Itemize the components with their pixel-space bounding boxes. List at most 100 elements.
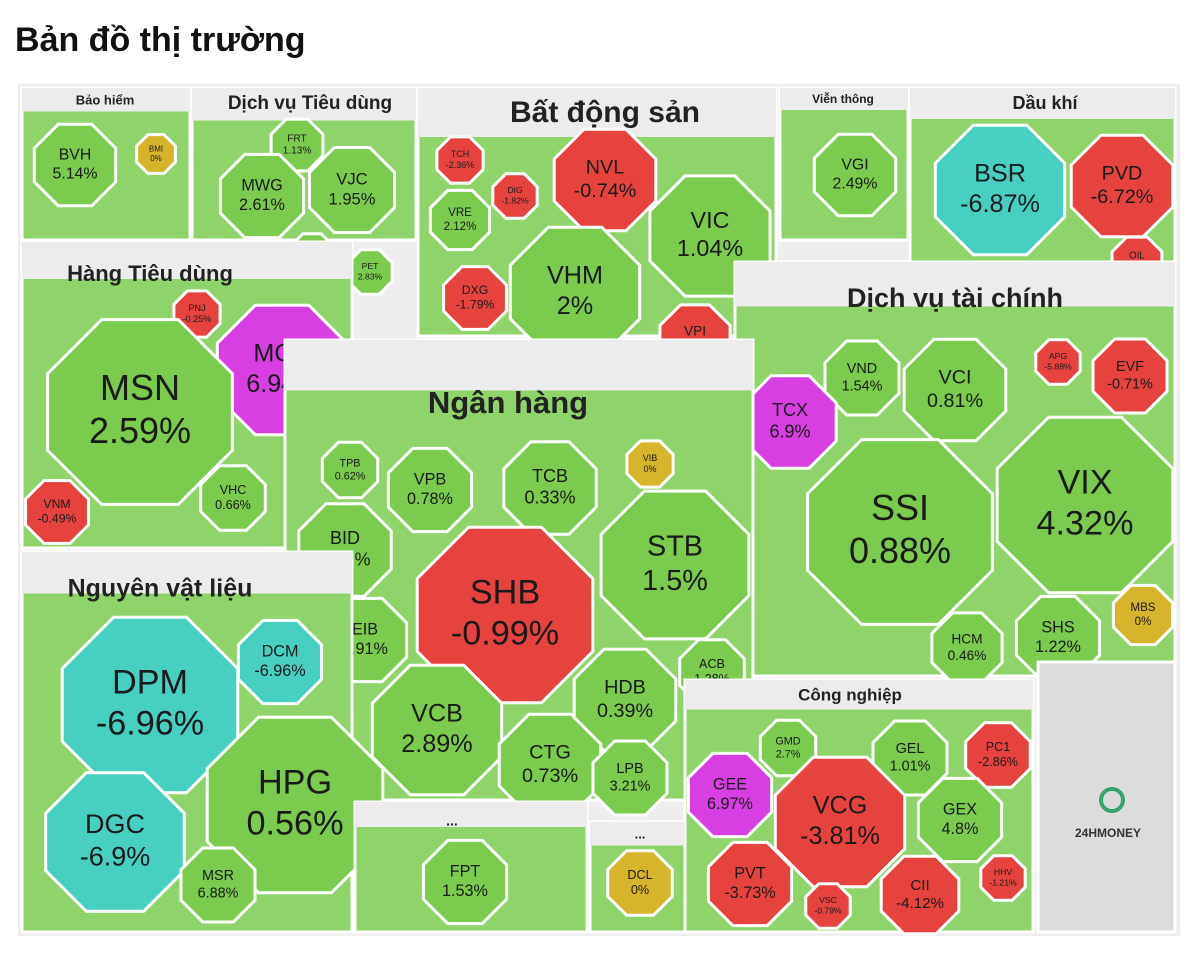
stock-ticker: VCI <box>939 366 972 388</box>
stock-cell: NVL-0.74% <box>552 127 658 233</box>
sector-header <box>780 88 908 110</box>
stock-ticker: VND <box>847 361 877 377</box>
stock-cell: VNM-0.49% <box>24 479 90 545</box>
sector-name: Hàng Tiêu dùng <box>67 261 233 286</box>
stock-shape <box>812 132 898 218</box>
stock-ticker: SHS <box>1041 619 1074 637</box>
stock-shape <box>1091 337 1169 415</box>
stock-cell: BSR-6.87% <box>933 123 1067 257</box>
stock-change: -1.79% <box>456 298 495 312</box>
stock-shape <box>964 721 1032 789</box>
stock-shape <box>428 188 492 252</box>
stock-change: -0.74% <box>574 180 637 202</box>
stock-shape <box>591 739 669 817</box>
stock-change: 0% <box>643 464 656 474</box>
sector-header <box>22 242 352 279</box>
stock-shape <box>806 438 994 626</box>
sector: Viễn thông VGI 2.49% <box>778 86 910 242</box>
stock-ticker: MBS <box>1131 602 1156 614</box>
stock-cell: SHB-0.99% <box>415 525 595 705</box>
sector-header <box>590 822 685 846</box>
stock-shape <box>46 318 234 506</box>
sector-name: Công nghiệp <box>798 685 902 704</box>
stock-change: 0.73% <box>522 765 578 787</box>
stock-change: 0.46% <box>948 648 987 663</box>
stock-change: 0.78% <box>407 490 453 508</box>
stock-shape <box>599 489 751 641</box>
stock-cell: PVD-6.72% <box>1069 133 1175 239</box>
stock-shape <box>902 337 1008 443</box>
stock-ticker: CII <box>910 877 929 894</box>
sector-header <box>685 680 1033 710</box>
stock-change: 2.59% <box>89 410 191 451</box>
stock-change: 1.22% <box>1035 638 1081 656</box>
sector-name: Bảo hiểm <box>76 92 135 107</box>
stock-ticker: BVH <box>59 147 92 164</box>
stock-ticker: VJC <box>336 169 367 188</box>
stock-ticker: VGI <box>841 157 868 174</box>
stock-change: 2.12% <box>444 221 477 233</box>
stock-ticker: LPB <box>616 761 643 777</box>
stock-shape <box>415 525 595 705</box>
stock-change: -6.9% <box>80 841 151 871</box>
stock-shape <box>320 440 380 500</box>
stock-shape <box>625 439 675 489</box>
stock-change: 1.04% <box>677 235 743 261</box>
stock-change: 2.83% <box>358 271 383 281</box>
stock-change: -0.79% <box>814 905 842 915</box>
stock-cell: VGI 2.49% <box>812 132 898 218</box>
sector-name: ... <box>446 813 458 829</box>
stock-ticker: MWG <box>241 177 282 195</box>
stock-shape <box>135 133 177 175</box>
logo-box: 24HMONEY <box>1036 660 1177 934</box>
stock-ticker: FPT <box>450 863 481 881</box>
stock-ticker: VCB <box>411 700 463 728</box>
stock-ticker: HDB <box>604 676 646 698</box>
stock-change: -0.71% <box>1107 376 1153 392</box>
stock-ticker: HHV <box>994 867 1012 877</box>
stock-cell: DCM-6.96% <box>236 618 324 706</box>
sector-header <box>910 88 1175 119</box>
stock-ticker: EIB <box>352 621 378 639</box>
stock-change: 2.7% <box>776 748 801 760</box>
stock-change: 2.61% <box>239 196 285 214</box>
stock-cell: PC1-2.86% <box>964 721 1032 789</box>
stock-shape <box>435 135 485 185</box>
sector-header <box>22 88 190 112</box>
stock-ticker: MSN <box>100 367 180 408</box>
sector-name: Dịch vụ Tiêu dùng <box>228 93 392 114</box>
stock-cell: VRE 2.12% <box>428 188 492 252</box>
stock-shape <box>502 440 598 536</box>
stock-ticker: HPG <box>258 764 332 802</box>
sector-name: Nguyên vật liệu <box>68 575 253 603</box>
stock-change: 0.56% <box>247 805 344 843</box>
stock-shape <box>179 846 257 924</box>
stock-change: 3.21% <box>610 778 651 794</box>
stock-change: 1.01% <box>890 758 931 774</box>
stock-ticker: PNJ <box>188 303 205 313</box>
stock-change: 6.9% <box>769 422 810 442</box>
logo-text: 24HMONEY <box>1075 826 1141 840</box>
stock-ticker: DPM <box>112 664 188 702</box>
stock-shape <box>44 771 186 913</box>
stock-cell: DIG-1.82% <box>491 172 539 220</box>
stock-change: -6.87% <box>960 190 1040 218</box>
stock-ticker: DIG <box>507 185 523 195</box>
stock-change: 1.53% <box>442 882 488 900</box>
stock-ticker: BID <box>330 528 360 548</box>
stock-change: 2.89% <box>401 730 472 758</box>
stock-change: 1.5% <box>642 565 708 597</box>
